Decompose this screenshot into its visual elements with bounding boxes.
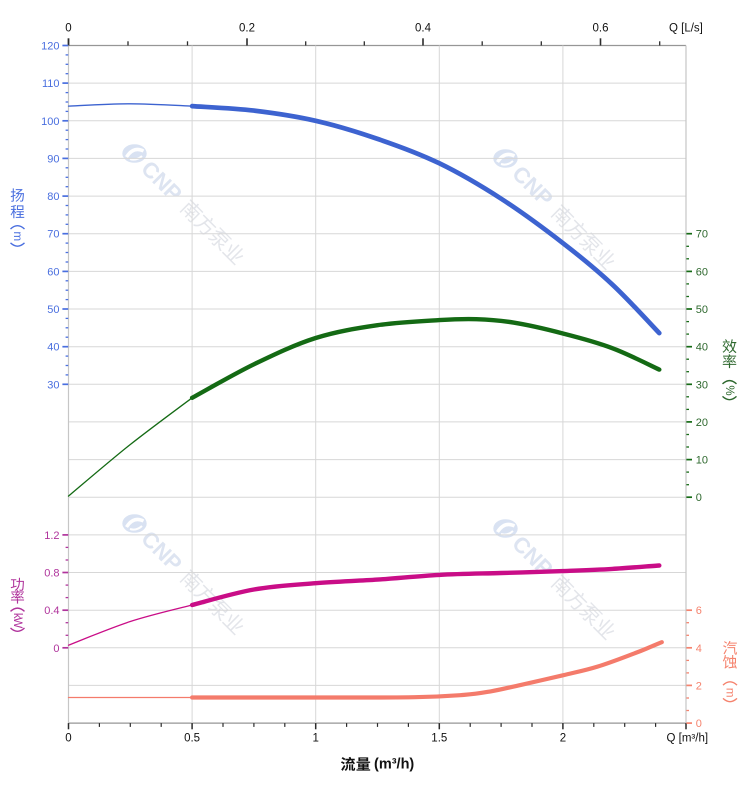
svg-text:0: 0 bbox=[65, 733, 71, 745]
svg-text:0.4: 0.4 bbox=[415, 23, 432, 35]
svg-text:2: 2 bbox=[560, 733, 566, 745]
svg-text:Q [m³/h]: Q [m³/h] bbox=[667, 733, 709, 745]
svg-text:0.4: 0.4 bbox=[44, 605, 59, 617]
svg-text:40: 40 bbox=[696, 342, 708, 354]
svg-text:1.2: 1.2 bbox=[44, 530, 59, 542]
svg-text:60: 60 bbox=[47, 266, 59, 278]
svg-text:m: m bbox=[11, 232, 23, 242]
svg-text:30: 30 bbox=[696, 379, 708, 391]
svg-text:0.2: 0.2 bbox=[239, 23, 255, 35]
svg-text:Q [L/s]: Q [L/s] bbox=[669, 23, 703, 35]
svg-text:40: 40 bbox=[47, 342, 59, 354]
svg-text:m: m bbox=[724, 688, 736, 698]
svg-text:110: 110 bbox=[42, 78, 60, 90]
svg-text:k: k bbox=[11, 613, 23, 619]
svg-text:1.5: 1.5 bbox=[431, 733, 447, 745]
svg-text:80: 80 bbox=[47, 191, 59, 203]
svg-text:0.8: 0.8 bbox=[44, 568, 59, 580]
svg-text:120: 120 bbox=[41, 41, 59, 53]
svg-text:2: 2 bbox=[696, 680, 702, 692]
svg-text:0: 0 bbox=[65, 23, 71, 35]
svg-text:20: 20 bbox=[696, 417, 708, 429]
svg-text:W: W bbox=[11, 617, 23, 628]
svg-text:70: 70 bbox=[696, 229, 708, 241]
svg-text:70: 70 bbox=[47, 229, 59, 241]
svg-text:0: 0 bbox=[696, 718, 702, 730]
svg-text:%: % bbox=[723, 385, 735, 395]
svg-text:50: 50 bbox=[696, 304, 708, 316]
svg-text:100: 100 bbox=[41, 116, 59, 128]
svg-text:0: 0 bbox=[696, 492, 702, 504]
svg-text:50: 50 bbox=[47, 304, 59, 316]
svg-text:10: 10 bbox=[696, 455, 708, 467]
svg-text:30: 30 bbox=[47, 379, 59, 391]
svg-text:0: 0 bbox=[53, 643, 59, 655]
svg-text:(m³/h): (m³/h) bbox=[374, 756, 414, 772]
svg-text:4: 4 bbox=[696, 643, 702, 655]
svg-text:0.5: 0.5 bbox=[184, 733, 200, 745]
svg-text:1: 1 bbox=[312, 733, 318, 745]
svg-text:90: 90 bbox=[47, 153, 59, 165]
svg-text:0.6: 0.6 bbox=[593, 23, 609, 35]
svg-text:6: 6 bbox=[696, 605, 702, 617]
svg-text:60: 60 bbox=[696, 266, 708, 278]
